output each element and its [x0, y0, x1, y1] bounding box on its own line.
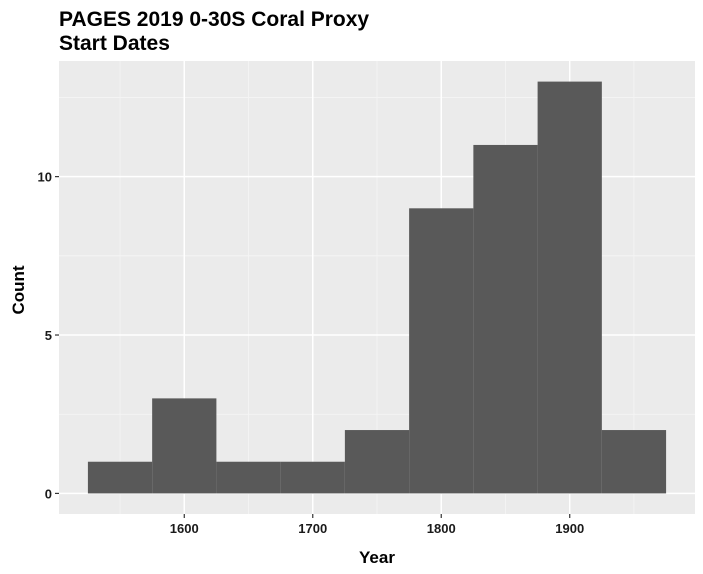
x-axis-title: Year — [359, 548, 395, 567]
x-tick-label: 1700 — [298, 521, 327, 536]
histogram-bars — [87, 81, 667, 494]
x-axis-ticks: 1600 1700 1800 1900 — [170, 514, 584, 536]
histogram-bar — [344, 430, 410, 494]
chart-title-line: Start Dates — [59, 32, 170, 55]
y-axis-title: Count — [9, 265, 28, 314]
chart-title-line: PAGES 2019 0-30S Coral Proxy — [59, 8, 369, 31]
y-tick-label: 10 — [38, 170, 52, 185]
y-tick-label: 0 — [45, 486, 52, 501]
y-tick-label: 5 — [45, 328, 52, 343]
histogram-bar — [409, 208, 474, 494]
histogram-bar — [601, 430, 667, 494]
chart-title: PAGES 2019 0-30S Coral Proxy Start Dates — [59, 8, 369, 55]
x-tick-label: 1600 — [170, 521, 199, 536]
histogram-bar — [216, 461, 281, 494]
y-axis-ticks: 0 5 10 — [38, 170, 59, 501]
histogram-bar — [537, 81, 602, 494]
histogram-bar — [87, 461, 153, 494]
histogram-bar — [473, 144, 538, 494]
histogram-bar — [152, 398, 217, 494]
x-tick-label: 1900 — [555, 521, 584, 536]
histogram-bar — [280, 461, 345, 494]
x-tick-label: 1800 — [427, 521, 456, 536]
